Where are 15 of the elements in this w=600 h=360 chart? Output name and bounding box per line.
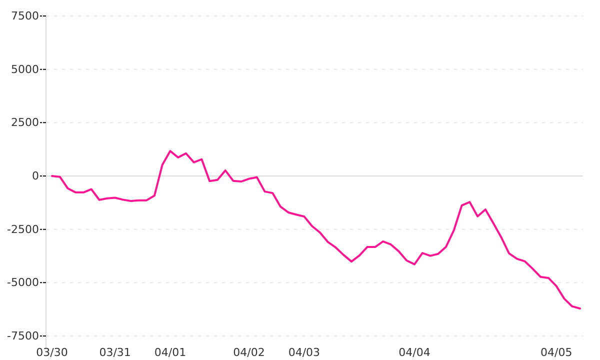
y-tick-label: -5000 — [7, 276, 39, 290]
y-tick-label: -7500 — [7, 330, 39, 343]
y-tick-label: -2500 — [7, 222, 39, 236]
y-tick-label: 0 — [32, 170, 39, 183]
y-tick-label: 7500 — [11, 10, 39, 23]
line-series — [51, 150, 581, 310]
y-tick-label: 2500 — [11, 116, 39, 130]
x-tick-label: 03/30 — [36, 346, 68, 359]
x-tick-label: 04/02 — [233, 346, 265, 359]
x-tick-label: 04/01 — [154, 346, 186, 359]
y-tick-label: 5000 — [11, 62, 39, 76]
x-tick-label: 03/31 — [99, 346, 131, 359]
x-tick-label: 04/05 — [540, 346, 572, 359]
x-tick-label: 04/03 — [288, 346, 320, 359]
x-tick-label: 04/04 — [398, 346, 430, 359]
